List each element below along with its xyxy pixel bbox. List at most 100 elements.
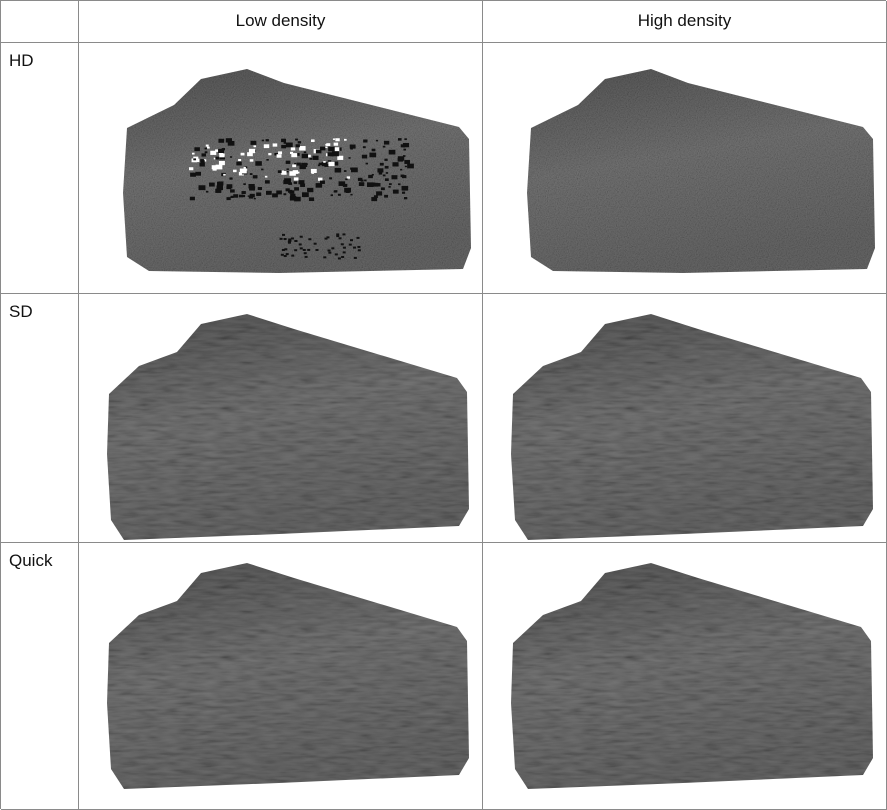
artifact bbox=[281, 254, 284, 256]
artifact bbox=[227, 184, 233, 188]
artifact bbox=[404, 138, 406, 140]
artifact bbox=[350, 239, 353, 241]
artifact bbox=[277, 154, 282, 157]
artifact bbox=[218, 139, 224, 143]
artifact bbox=[226, 138, 232, 142]
artifact bbox=[253, 175, 258, 178]
artifact bbox=[350, 194, 352, 196]
artifact bbox=[299, 243, 302, 245]
artifact bbox=[335, 168, 342, 173]
artifact bbox=[400, 169, 402, 171]
artifact bbox=[230, 196, 233, 198]
artifact bbox=[328, 162, 334, 166]
artifact bbox=[286, 143, 293, 148]
artifact bbox=[401, 144, 405, 147]
artifact bbox=[206, 191, 208, 193]
artifact bbox=[348, 157, 350, 159]
artifact bbox=[286, 253, 289, 255]
artifact bbox=[242, 191, 246, 194]
artifact bbox=[302, 154, 308, 158]
scan-surface bbox=[527, 69, 875, 273]
artifact bbox=[262, 140, 264, 142]
artifact bbox=[344, 170, 346, 172]
artifact bbox=[320, 180, 325, 183]
artifact bbox=[294, 187, 299, 190]
artifact bbox=[402, 186, 409, 191]
artifact bbox=[294, 197, 301, 202]
artifact bbox=[189, 167, 193, 170]
artifact bbox=[278, 151, 282, 154]
scan-cell bbox=[79, 294, 483, 543]
artifact bbox=[376, 140, 378, 142]
artifact bbox=[286, 171, 288, 172]
artifact bbox=[325, 238, 328, 240]
artifact bbox=[403, 155, 406, 157]
artifact bbox=[366, 163, 368, 165]
artifact bbox=[338, 257, 341, 259]
artifact bbox=[309, 197, 314, 201]
artifact bbox=[294, 240, 297, 242]
artifact bbox=[223, 174, 226, 176]
artifact bbox=[273, 143, 278, 146]
artifact bbox=[402, 192, 405, 194]
artifact bbox=[190, 173, 196, 177]
artifact bbox=[219, 161, 225, 165]
artifact bbox=[253, 145, 256, 147]
scan-cell bbox=[483, 43, 887, 294]
artifact bbox=[342, 233, 345, 235]
artifact bbox=[209, 183, 215, 187]
artifact bbox=[367, 182, 374, 187]
artifact bbox=[199, 163, 204, 167]
artifact bbox=[338, 194, 341, 196]
artifact bbox=[323, 256, 326, 258]
artifact bbox=[266, 191, 272, 195]
artifact bbox=[303, 249, 306, 251]
artifact bbox=[195, 172, 201, 176]
scan-surface bbox=[107, 563, 469, 789]
artifact bbox=[335, 138, 339, 141]
artifact bbox=[265, 176, 267, 178]
artifact bbox=[344, 139, 347, 141]
scan-cell bbox=[79, 543, 483, 810]
scan-surface bbox=[511, 563, 873, 789]
artifact bbox=[364, 180, 366, 182]
artifact bbox=[385, 166, 389, 169]
scan-cell bbox=[483, 543, 887, 810]
artifact bbox=[407, 164, 414, 169]
artifact bbox=[350, 145, 356, 149]
artifact bbox=[357, 246, 360, 248]
artifact bbox=[254, 198, 256, 199]
artifact bbox=[206, 145, 209, 147]
artifact bbox=[316, 149, 322, 153]
artifact bbox=[341, 243, 344, 245]
artifact bbox=[281, 145, 286, 148]
artifact bbox=[314, 243, 317, 245]
artifact bbox=[398, 138, 402, 141]
scan-surface bbox=[107, 314, 469, 540]
artifact bbox=[349, 244, 352, 246]
artifact bbox=[325, 144, 327, 146]
artifact bbox=[405, 166, 407, 167]
artifact bbox=[315, 249, 318, 251]
artifact bbox=[328, 250, 331, 252]
artifact bbox=[337, 156, 343, 160]
artifact bbox=[200, 159, 204, 162]
artifact bbox=[294, 182, 297, 184]
artifact bbox=[358, 178, 362, 181]
artifact bbox=[244, 167, 246, 169]
artifact bbox=[218, 181, 223, 184]
artifact bbox=[264, 144, 269, 148]
artifact bbox=[344, 188, 351, 193]
artifact bbox=[291, 147, 295, 150]
artifact bbox=[295, 139, 298, 141]
artifact bbox=[296, 144, 300, 147]
artifact bbox=[240, 169, 247, 174]
artifact bbox=[381, 187, 385, 190]
artifact bbox=[403, 149, 406, 151]
scan-surface bbox=[511, 314, 873, 540]
artifact bbox=[261, 169, 263, 171]
artifact bbox=[404, 160, 410, 164]
artifact bbox=[229, 177, 232, 179]
artifact bbox=[383, 146, 386, 148]
scan-image bbox=[79, 43, 483, 293]
